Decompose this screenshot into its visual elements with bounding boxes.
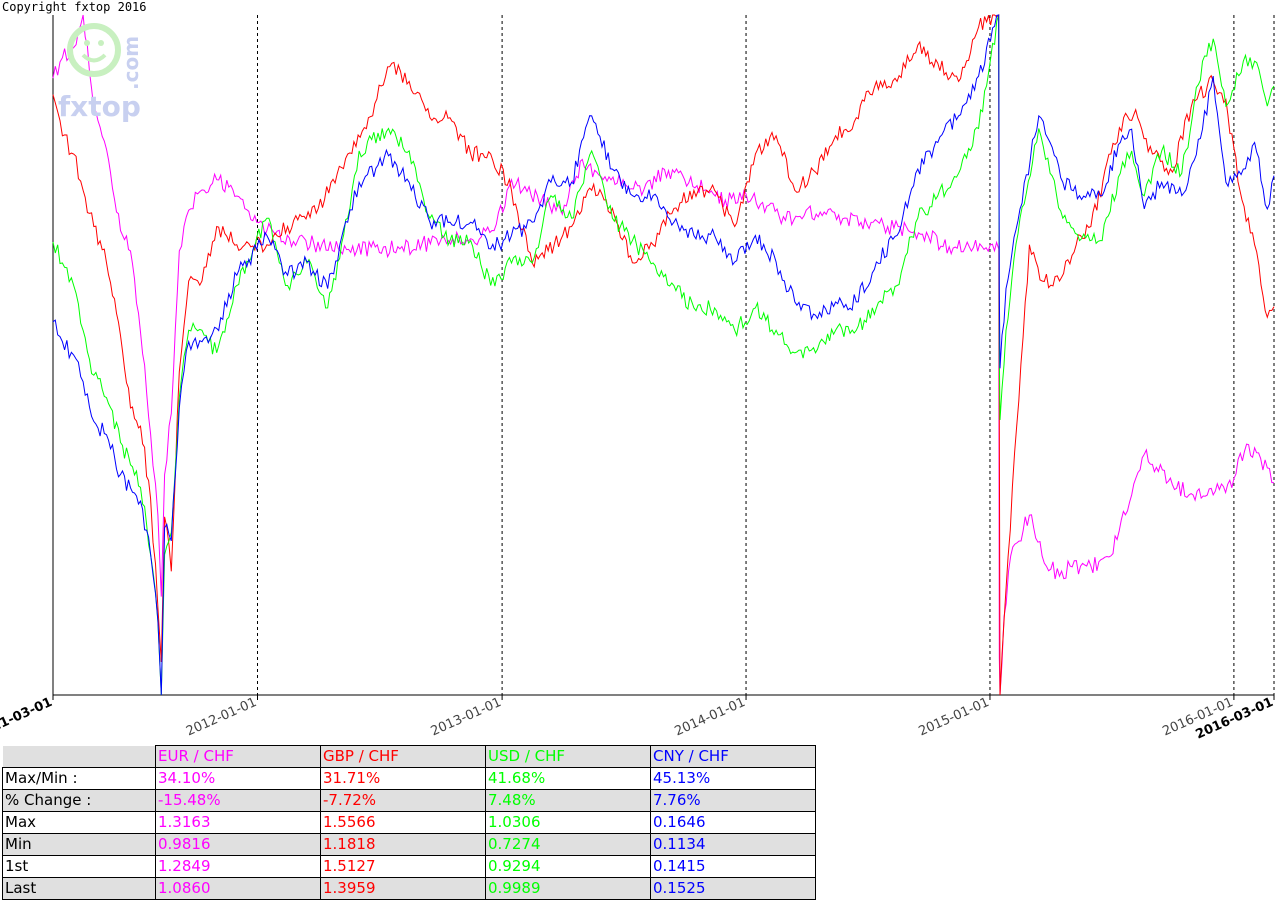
stats-row-label: Max	[2, 811, 156, 834]
stats-value-cell: 0.9294	[485, 855, 651, 878]
stats-value-cell: -7.72%	[320, 789, 486, 812]
stats-row-label: Min	[2, 833, 156, 856]
stats-column-header: CNY / CHF	[650, 745, 816, 768]
stats-row: Min 0.9816 1.1818 0.7274 0.1134	[2, 833, 816, 856]
stats-value-cell: 7.76%	[650, 789, 816, 812]
logo-suffix: .com	[119, 36, 143, 90]
stats-value-cell: 1.3959	[320, 877, 486, 900]
stats-row: 1st 1.2849 1.5127 0.9294 0.1415	[2, 855, 816, 878]
stats-value-cell: 34.10%	[155, 767, 321, 790]
stats-value-cell: 1.0860	[155, 877, 321, 900]
x-tick-label-2014-01-01: 2014-01-01	[673, 695, 748, 739]
stats-row-label: 1st	[2, 855, 156, 878]
stats-row: Last 1.0860 1.3959 0.9989 0.1525	[2, 877, 816, 900]
line-chart: 2011-03-01 2012-01-01 2013-01-01 2014-01-01…	[0, 13, 1276, 743]
copyright-text: Copyright fxtop 2016	[2, 0, 147, 14]
stats-value-cell: 1.5566	[320, 811, 486, 834]
stats-value-cell: 0.1646	[650, 811, 816, 834]
stats-value-cell: 1.1818	[320, 833, 486, 856]
logo-text: fxtop	[58, 90, 141, 123]
stats-value-cell: 0.9816	[155, 833, 321, 856]
stats-value-cell: 31.71%	[320, 767, 486, 790]
stats-value-cell: 0.1415	[650, 855, 816, 878]
stats-value-cell: 0.1525	[650, 877, 816, 900]
stats-row: % Change : -15.48% -7.72% 7.48% 7.76%	[2, 789, 816, 812]
stats-value-cell: 7.48%	[485, 789, 651, 812]
series-line-usdchf	[52, 14, 1275, 696]
stats-value-cell: 0.7274	[485, 833, 651, 856]
stats-value-cell: 0.9989	[485, 877, 651, 900]
stats-value-cell: 41.68%	[485, 767, 651, 790]
fxtop-logo: .com fxtop	[58, 23, 143, 123]
stats-row: Max 1.3163 1.5566 1.0306 0.1646	[2, 811, 816, 834]
stats-value-cell: 0.1134	[650, 833, 816, 856]
stats-column-header: GBP / CHF	[320, 745, 486, 768]
stats-value-cell: 45.13%	[650, 767, 816, 790]
stats-value-cell: 1.0306	[485, 811, 651, 834]
series-line-cnychf	[52, 14, 1275, 696]
stats-corner-cell	[2, 745, 156, 768]
stats-value-cell: -15.48%	[155, 789, 321, 812]
stats-value-cell: 1.2849	[155, 855, 321, 878]
stats-row-label: % Change :	[2, 789, 156, 812]
stats-header-row: EUR / CHF GBP / CHF USD / CHF CNY / CHF	[2, 745, 816, 768]
stats-row-label: Last	[2, 877, 156, 900]
series-line-eurchf	[52, 14, 1275, 696]
stats-row-label: Max/Min :	[2, 767, 156, 790]
stats-value-cell: 1.3163	[155, 811, 321, 834]
x-tick-label-2012-01-01: 2012-01-01	[184, 695, 259, 739]
x-tick-label-2015-01-01: 2015-01-01	[916, 695, 991, 739]
axes	[52, 15, 1274, 696]
stats-table: EUR / CHF GBP / CHF USD / CHF CNY / CHF Max/…	[2, 745, 816, 900]
series-line-gbpchf	[52, 13, 1275, 696]
stats-row: Max/Min :34.10% 31.71% 41.68% 45.13%	[2, 767, 816, 790]
stats-column-header: EUR / CHF	[155, 745, 321, 768]
stats-column-header: USD / CHF	[485, 745, 651, 768]
year-gridlines	[257, 15, 1275, 695]
x-tick-label-2013-01-01: 2013-01-01	[429, 695, 504, 739]
series-lines	[52, 13, 1275, 696]
x-tick-labels: 2011-03-01 2012-01-01 2013-01-01 2014-01-01…	[0, 695, 1276, 743]
stats-value-cell: 1.5127	[320, 855, 486, 878]
x-tick-label-2011-03-01: 2011-03-01	[0, 695, 55, 743]
